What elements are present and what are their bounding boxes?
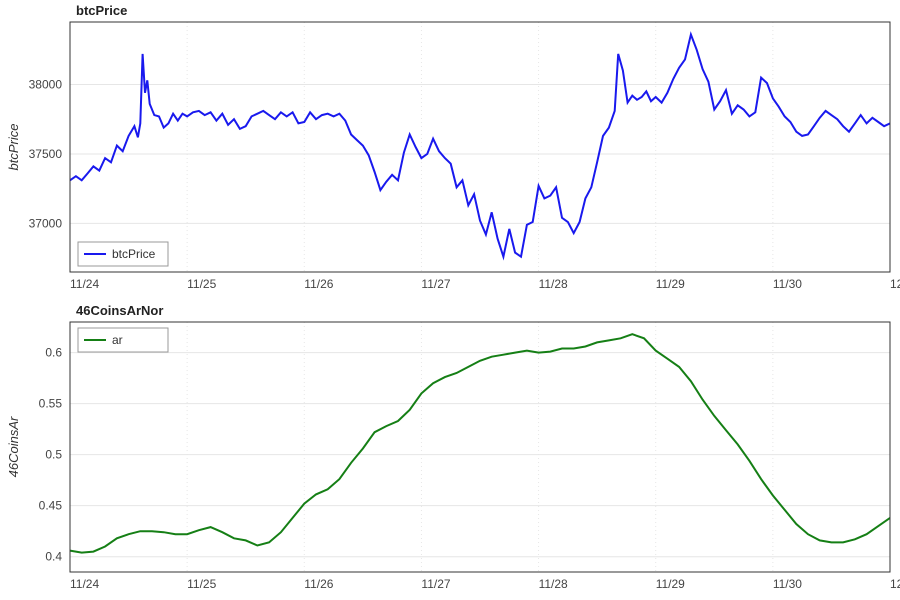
x-tick-label: 11/25 xyxy=(187,577,216,591)
x-tick-label: 11/27 xyxy=(421,577,450,591)
y-tick-label: 0.45 xyxy=(39,499,63,513)
x-tick-label: 11/29 xyxy=(656,277,685,291)
x-tick-label: 11/28 xyxy=(539,277,568,291)
x-tick-label: 11/26 xyxy=(304,577,333,591)
x-tick-label: 11/28 xyxy=(539,577,568,591)
plot-border xyxy=(70,322,890,572)
x-tick-label: 11/30 xyxy=(773,577,802,591)
y-tick-label: 0.6 xyxy=(45,346,62,360)
coins-ar-chart: 0.4 0.45 0.5 0.55 0.6 11/24 11/25 11/26 11/27 11/… xyxy=(0,300,900,600)
y-tick-label: 38000 xyxy=(29,78,63,92)
y-axis-label: btcPrice xyxy=(6,124,21,171)
btc-price-chart: 37000 37500 38000 11/24 11/25 11/26 11/27 11/28… xyxy=(0,0,900,300)
plot-border xyxy=(70,22,890,272)
btc-price-svg: 37000 37500 38000 11/24 11/25 11/26 11/27 11/28… xyxy=(0,0,900,300)
x-tick-label: 12/01 xyxy=(890,277,900,291)
panel-title: btcPrice xyxy=(76,3,127,18)
x-tick-label: 11/29 xyxy=(656,577,685,591)
x-tick-label: 11/24 xyxy=(70,577,99,591)
x-tick-label: 11/27 xyxy=(421,277,450,291)
legend-label: ar xyxy=(112,333,123,347)
y-tick-label: 37500 xyxy=(29,147,63,161)
x-tick-label: 11/24 xyxy=(70,277,99,291)
y-tick-label: 0.55 xyxy=(39,397,63,411)
y-tick-label: 0.5 xyxy=(45,448,62,462)
y-tick-label: 37000 xyxy=(29,216,63,230)
legend-label: btcPrice xyxy=(112,247,156,261)
series-line-ar xyxy=(70,334,890,552)
x-tick-label: 11/25 xyxy=(187,277,216,291)
panel-title: 46CoinsArNor xyxy=(76,303,163,318)
x-tick-label: 11/30 xyxy=(773,277,802,291)
x-tick-label: 11/26 xyxy=(304,277,333,291)
y-axis-label: 46CoinsAr xyxy=(6,416,21,477)
y-tick-label: 0.4 xyxy=(45,550,62,564)
x-tick-label: 12/01 xyxy=(890,577,900,591)
coins-ar-svg: 0.4 0.45 0.5 0.55 0.6 11/24 11/25 11/26 11/27 11/… xyxy=(0,300,900,600)
